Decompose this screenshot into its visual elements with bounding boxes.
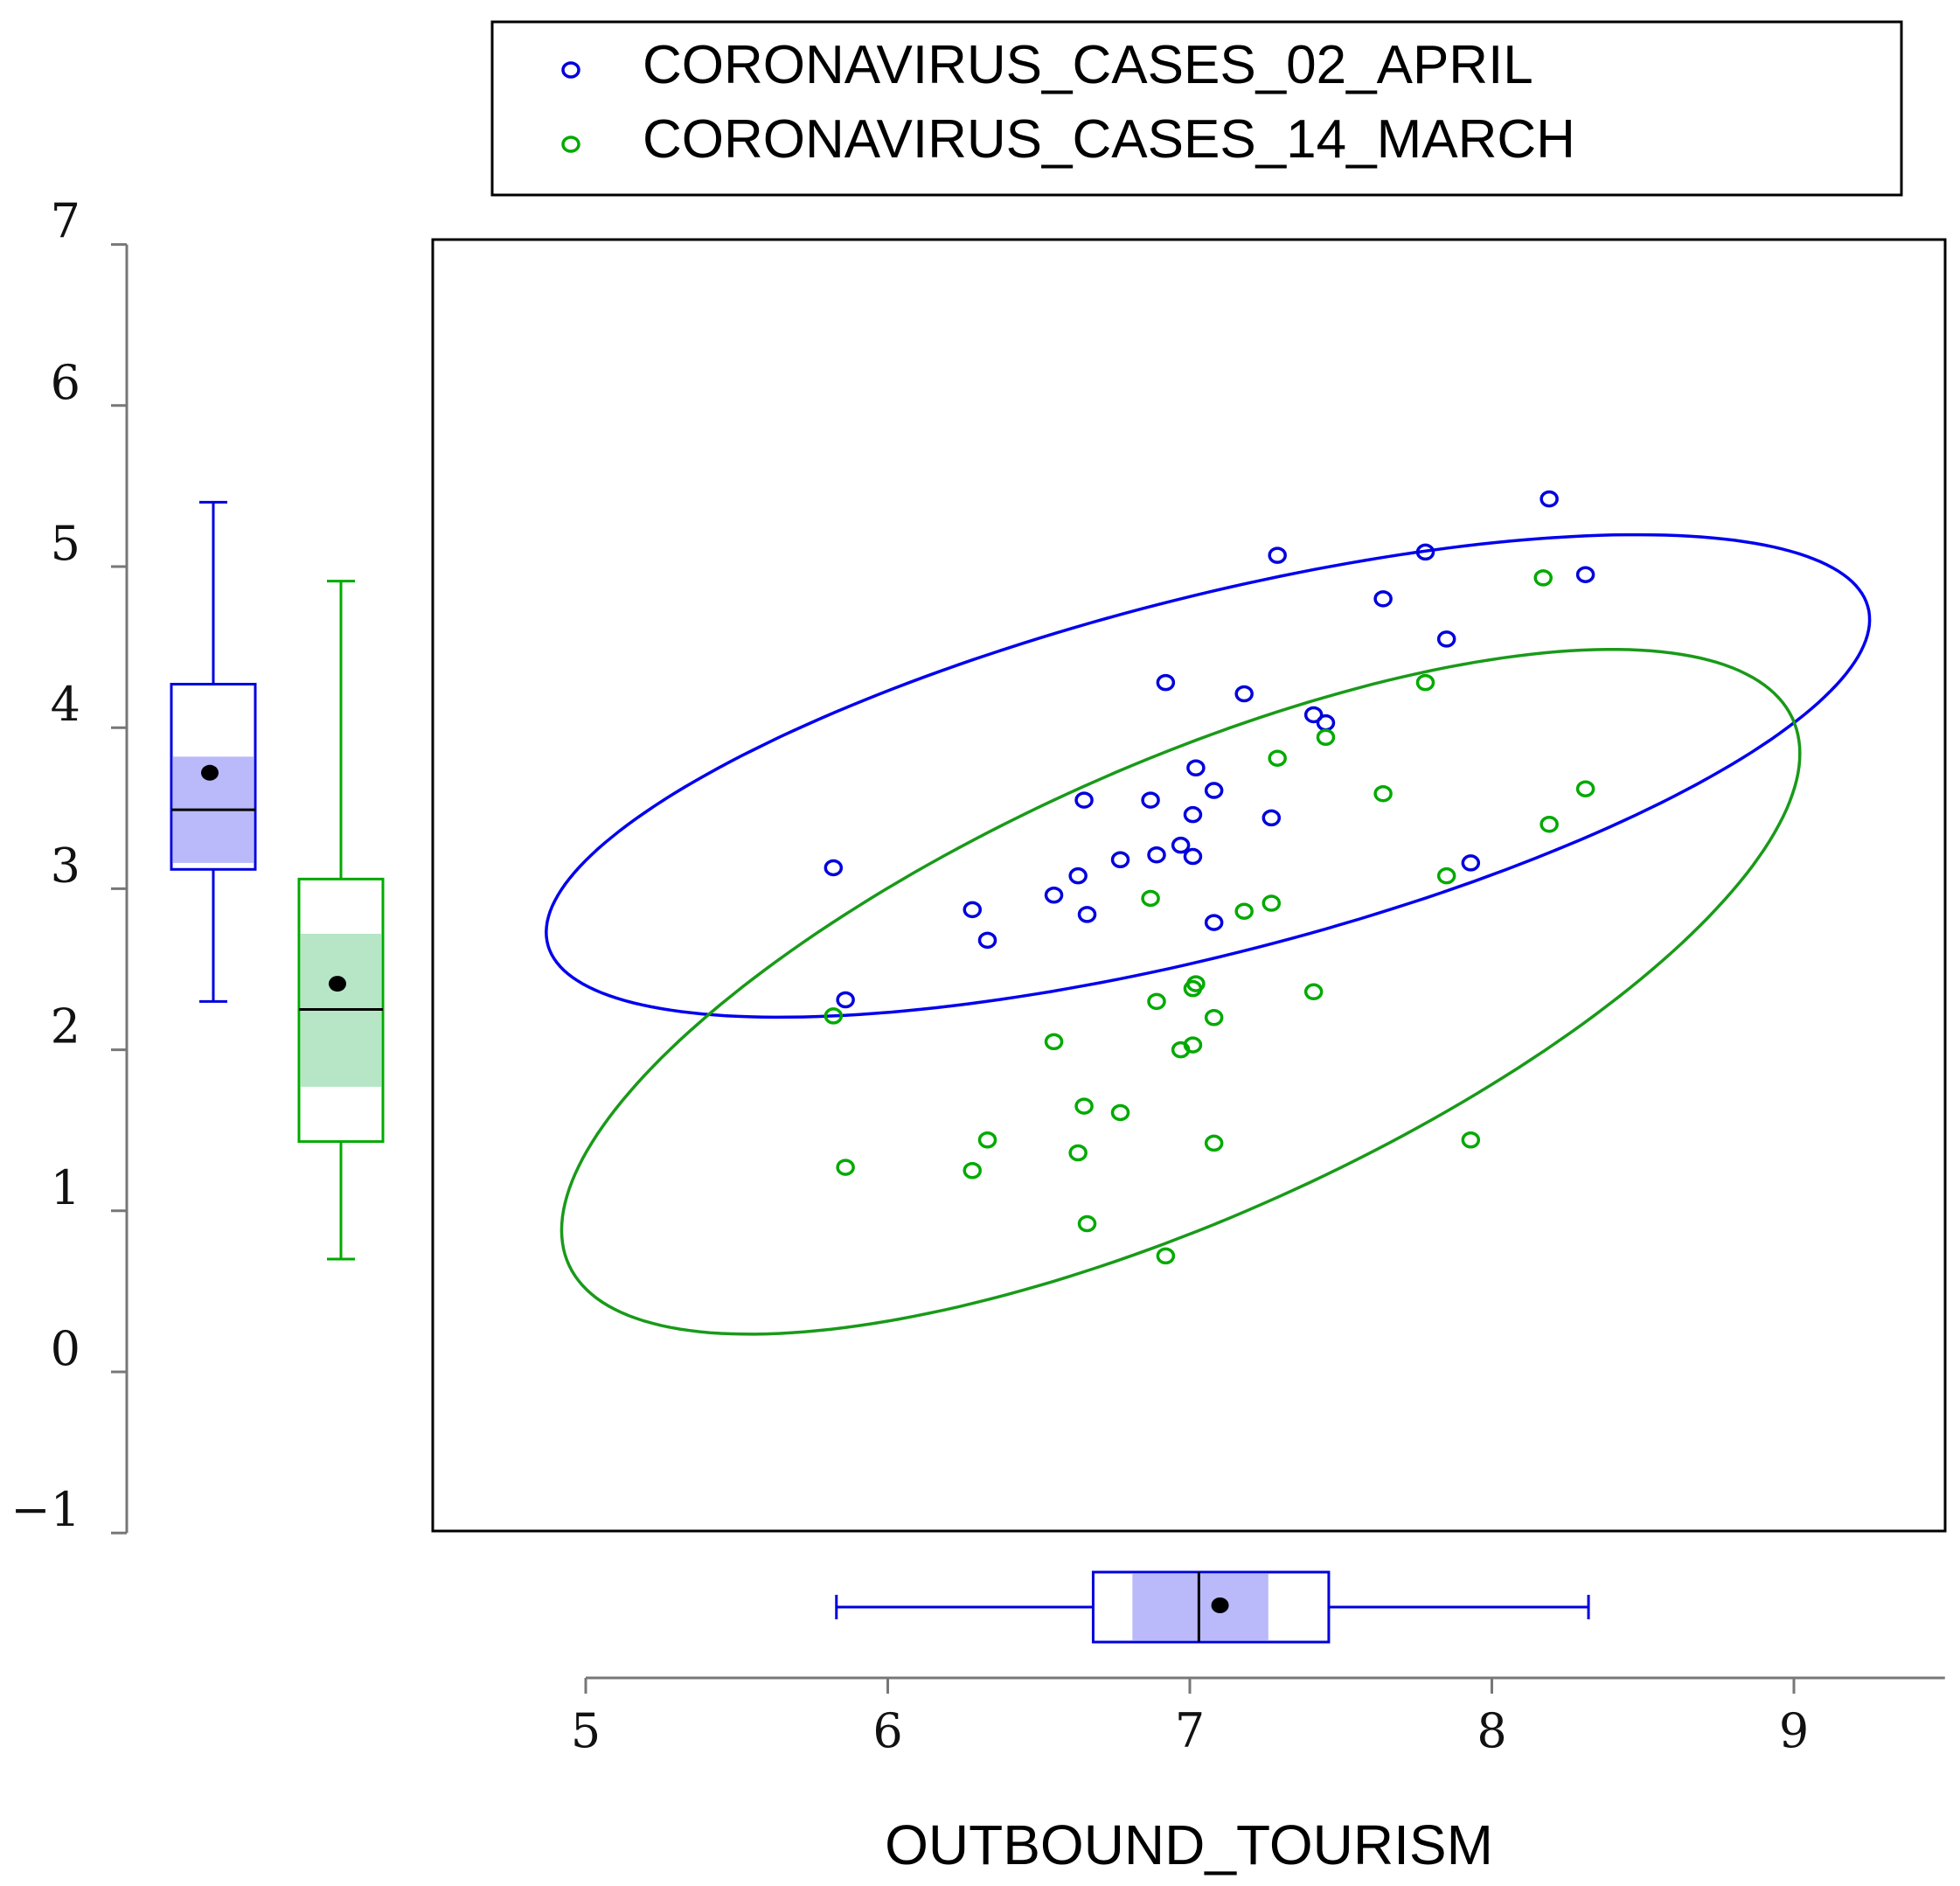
y-tick-label-2: 0 xyxy=(51,1321,80,1376)
point-s2-2 xyxy=(836,1159,855,1176)
point-s2-6 xyxy=(1068,1144,1088,1162)
point-s1-26 xyxy=(1436,630,1456,648)
boxplot-mean-2 xyxy=(329,976,346,992)
point-s2-30 xyxy=(1575,780,1595,797)
point-s1-5 xyxy=(1044,887,1064,904)
plot-frame xyxy=(431,238,1947,1533)
y-boxplots xyxy=(170,500,385,1261)
legend-label-march: CORONAVIRUS_CASES_14_MARCH xyxy=(643,109,1575,170)
ellipse-series-1 xyxy=(545,532,1872,1020)
x-tick-label-3: 7 xyxy=(1175,1703,1205,1758)
y-tick-label-5: 3 xyxy=(51,838,80,893)
point-s1-27 xyxy=(1461,854,1481,872)
point-s2-25 xyxy=(1415,673,1435,692)
confidence-ellipses xyxy=(545,532,1872,1336)
x-tick-label-2: 6 xyxy=(872,1703,902,1758)
point-s1-19 xyxy=(1234,685,1254,703)
scatter-points xyxy=(824,490,1595,1265)
y-tick-label-6: 4 xyxy=(51,677,80,732)
point-s2-18 xyxy=(1204,1134,1224,1152)
legend-marker-march xyxy=(561,136,580,153)
point-s1-13 xyxy=(1171,836,1191,854)
point-s1-11 xyxy=(1147,846,1166,864)
point-s1-16 xyxy=(1186,759,1206,776)
point-s2-11 xyxy=(1147,992,1166,1011)
point-s2-19 xyxy=(1234,902,1254,920)
x-boxplot-ci xyxy=(1132,1574,1268,1640)
point-s2-1 xyxy=(824,1007,844,1025)
point-s1-18 xyxy=(1204,914,1224,931)
point-s1-8 xyxy=(1077,906,1097,923)
x-tick-label-1: 5 xyxy=(571,1703,601,1758)
point-s2-5 xyxy=(1044,1033,1064,1051)
point-s1-21 xyxy=(1268,546,1287,564)
point-s1-10 xyxy=(1141,791,1160,809)
y-tick-label-1: −1 xyxy=(10,1482,80,1537)
point-s2-27 xyxy=(1461,1131,1481,1149)
y-axis: −1 0 1 2 3 4 5 6 7 xyxy=(10,194,129,1537)
x-boxplot-mean xyxy=(1211,1597,1229,1613)
point-s1-6 xyxy=(1068,866,1088,885)
point-s2-28 xyxy=(1533,569,1553,587)
point-s1-2 xyxy=(836,991,855,1009)
x-boxplot xyxy=(835,1570,1590,1644)
y-tick-label-4: 2 xyxy=(51,999,80,1054)
point-s1-1 xyxy=(824,859,844,877)
point-s2-21 xyxy=(1268,749,1287,767)
point-s1-7 xyxy=(1074,791,1094,809)
point-s2-23 xyxy=(1316,728,1336,747)
point-s2-29 xyxy=(1540,815,1559,833)
point-s1-14 xyxy=(1183,805,1203,824)
point-s1-28 xyxy=(1540,490,1559,508)
point-s1-20 xyxy=(1261,809,1282,827)
y-tick-label-7: 5 xyxy=(51,516,80,571)
point-s2-7 xyxy=(1074,1097,1094,1115)
point-s2-17 xyxy=(1204,1009,1224,1027)
point-s2-20 xyxy=(1261,894,1282,912)
y-tick-label-3: 1 xyxy=(51,1160,80,1215)
boxplot-mean-1 xyxy=(201,764,219,781)
point-s2-4 xyxy=(977,1131,997,1149)
point-s1-24 xyxy=(1373,590,1393,608)
point-s1-9 xyxy=(1110,851,1130,868)
point-s2-12 xyxy=(1156,1247,1176,1265)
point-s2-8 xyxy=(1077,1214,1097,1233)
point-s2-16 xyxy=(1186,975,1206,992)
point-s2-10 xyxy=(1141,889,1160,908)
point-s1-3 xyxy=(963,901,982,919)
y-tick-label-9: 7 xyxy=(51,194,80,249)
point-s1-4 xyxy=(977,931,997,950)
x-tick-label-4: 8 xyxy=(1477,1703,1506,1758)
point-s1-25 xyxy=(1415,543,1435,561)
legend-box xyxy=(490,20,1903,197)
point-s2-22 xyxy=(1303,983,1324,1001)
point-s1-29 xyxy=(1575,566,1595,583)
legend-label-april: CORONAVIRUS_CASES_02_APRIL xyxy=(643,35,1533,95)
legend-marker-april xyxy=(561,61,580,79)
point-s1-22 xyxy=(1303,706,1324,724)
y-tick-label-8: 6 xyxy=(51,355,80,410)
x-tick-label-5: 9 xyxy=(1779,1703,1809,1758)
point-s2-9 xyxy=(1110,1103,1130,1122)
legend: CORONAVIRUS_CASES_02_APRIL CORONAVIRUS_C… xyxy=(490,20,1903,197)
point-s1-12 xyxy=(1156,673,1176,692)
point-s1-17 xyxy=(1204,782,1224,799)
x-axis-label: OUTBOUND_TOURISM xyxy=(885,1813,1493,1876)
point-s2-15 xyxy=(1183,1036,1203,1054)
point-s1-15 xyxy=(1183,847,1203,866)
point-s2-24 xyxy=(1373,784,1393,803)
x-axis: 5 6 7 8 9 xyxy=(571,1676,1945,1758)
ellipse-series-2 xyxy=(560,647,1802,1336)
point-s2-3 xyxy=(963,1162,982,1180)
point-s2-26 xyxy=(1436,866,1456,885)
